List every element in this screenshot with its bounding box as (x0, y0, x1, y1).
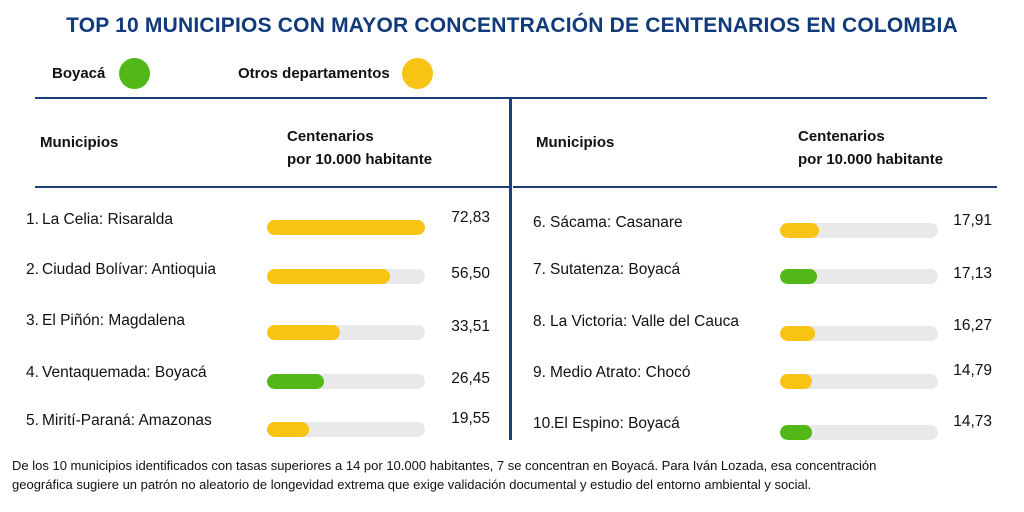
category-label: Medio Atrato: Chocó (550, 364, 691, 381)
bar (267, 269, 390, 284)
rank-label: 10. (533, 415, 555, 432)
header-municipios-left: Municipios (40, 134, 119, 151)
bar (780, 269, 818, 284)
legend-label-otros: Otros departamentos (238, 65, 390, 82)
rank-label: 6. (533, 214, 546, 231)
legend-item-otros: Otros departamentos (238, 58, 433, 89)
bar (267, 374, 325, 389)
rank-label: 5. (26, 412, 39, 429)
rank-label: 8. (533, 313, 546, 330)
bar-track (780, 326, 938, 341)
category-label: Sácama: Casanare (550, 214, 683, 231)
header-municipios-right: Municipios (536, 134, 615, 151)
bar (780, 425, 812, 440)
bar-track (780, 269, 938, 284)
bar-track (267, 220, 425, 235)
value-label: 72,83 (451, 209, 490, 226)
bar (267, 422, 310, 437)
bar-track (780, 425, 938, 440)
category-label: El Piñón: Magdalena (42, 312, 186, 329)
header-rule-left (35, 186, 510, 188)
legend: Boyacá Otros departamentos (0, 58, 1024, 90)
value-label: 14,73 (953, 413, 992, 430)
footnote-line-2: geográfica sugiere un patrón no aleatori… (12, 477, 812, 492)
legend-item-boyaca: Boyacá (52, 58, 151, 89)
value-label: 19,55 (451, 410, 490, 427)
value-label: 56,50 (451, 265, 490, 282)
center-divider (509, 97, 512, 440)
bar (267, 220, 425, 235)
header-rule-right (513, 186, 997, 188)
rank-label: 2. (26, 261, 39, 278)
bar (780, 326, 816, 341)
category-label: Mirití-Paraná: Amazonas (42, 412, 212, 429)
bar (780, 374, 813, 389)
bar-track (780, 223, 938, 238)
header-centenarios-line2: por 10.000 habitante (287, 151, 433, 168)
value-label: 26,45 (451, 370, 490, 387)
value-label: 33,51 (451, 318, 490, 335)
rank-label: 4. (26, 364, 39, 381)
category-label: El Espino: Boyacá (554, 415, 680, 432)
rank-label: 3. (26, 312, 39, 329)
header-centenarios-right: Centenarios por 10.000 habitante (798, 125, 943, 171)
header-centenarios-line2: por 10.000 habitante (798, 151, 944, 168)
bar (267, 325, 340, 340)
value-label: 14,79 (953, 362, 992, 379)
bar-track (267, 422, 425, 437)
legend-swatch-otros (401, 58, 433, 89)
header-centenarios-line1: Centenarios (798, 128, 885, 145)
bar-track (267, 269, 425, 284)
value-label: 17,91 (953, 212, 992, 229)
rank-label: 9. (533, 364, 546, 381)
bar-track (780, 374, 938, 389)
legend-swatch-boyaca (119, 58, 151, 89)
rank-label: 7. (533, 261, 546, 278)
footnote-line-1: De los 10 municipios identificados con t… (12, 458, 877, 473)
category-label: La Victoria: Valle del Cauca (550, 313, 739, 330)
footnote: De los 10 municipios identificados con t… (12, 456, 1012, 494)
bar-track (267, 325, 425, 340)
bar (780, 223, 819, 238)
value-label: 16,27 (953, 317, 992, 334)
category-label: Ventaquemada: Boyacá (42, 364, 207, 381)
header-centenarios-left: Centenarios por 10.000 habitante (287, 125, 432, 171)
header-centenarios-line1: Centenarios (287, 128, 374, 145)
category-label: Sutatenza: Boyacá (550, 261, 681, 278)
category-label: La Celia: Risaralda (42, 211, 173, 228)
rank-label: 1. (26, 211, 39, 228)
chart-title: TOP 10 MUNICIPIOS CON MAYOR CONCENTRACIÓ… (66, 14, 958, 37)
bar-track (267, 374, 425, 389)
legend-label-boyaca: Boyacá (52, 65, 106, 82)
category-label: Ciudad Bolívar: Antioquia (42, 261, 217, 278)
value-label: 17,13 (953, 265, 992, 282)
